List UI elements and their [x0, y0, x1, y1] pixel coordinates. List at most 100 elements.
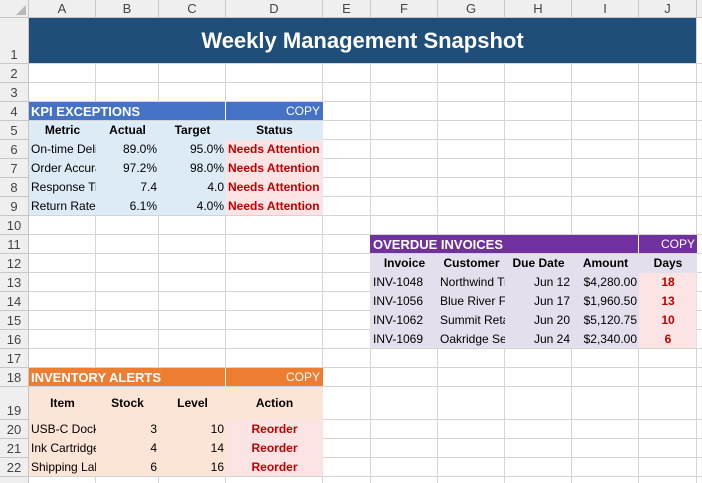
- kpi-target-cell[interactable]: 4.0: [207, 180, 224, 194]
- kpi-status-cell[interactable]: Needs Attention: [228, 142, 320, 156]
- inventory-action-cell[interactable]: Reorder: [251, 441, 298, 455]
- kpi-actual-cell[interactable]: 89.0%: [122, 142, 157, 156]
- overdue-customer-cell[interactable]: Northwind Traders: [440, 275, 505, 289]
- row-header-8[interactable]: 8: [0, 178, 29, 197]
- inventory-level-cell[interactable]: 16: [210, 460, 224, 474]
- overdue-invoice-cell[interactable]: INV-1056: [373, 294, 424, 308]
- overdue-days-cell[interactable]: 10: [661, 313, 675, 327]
- row-header-10[interactable]: 10: [0, 216, 29, 235]
- row-header-9[interactable]: 9: [0, 197, 29, 216]
- overdue-amount-cell[interactable]: $1,960.50: [583, 294, 637, 308]
- inventory-col-stock[interactable]: Stock: [111, 396, 144, 410]
- kpi-target-cell[interactable]: 95.0%: [189, 142, 224, 156]
- row-header-3[interactable]: 3: [0, 83, 29, 102]
- row-header-17[interactable]: 17: [0, 349, 29, 368]
- kpi-actual-cell[interactable]: 7.4: [140, 180, 157, 194]
- kpi-status-cell[interactable]: Needs Attention: [228, 161, 320, 175]
- row-header-19[interactable]: 19: [0, 387, 29, 420]
- inventory-action-cell[interactable]: Reorder: [251, 460, 298, 474]
- overdue-due-cell[interactable]: Jun 20: [533, 313, 570, 327]
- row-header-11[interactable]: 11: [0, 235, 29, 254]
- row-header-13[interactable]: 13: [0, 273, 29, 292]
- inventory-item-cell[interactable]: Ink Cartridge: [31, 441, 96, 455]
- kpi-actual-cell[interactable]: 97.2%: [122, 161, 157, 175]
- overdue-due-cell[interactable]: Jun 12: [533, 275, 570, 289]
- inventory-col-level[interactable]: Level: [177, 396, 208, 410]
- kpi-col-status[interactable]: Status: [256, 123, 293, 137]
- column-header-g[interactable]: G: [438, 0, 505, 18]
- kpi-status-cell[interactable]: Needs Attention: [228, 180, 320, 194]
- column-header-d[interactable]: D: [226, 0, 323, 18]
- page-title[interactable]: Weekly Management Snapshot: [29, 18, 696, 63]
- inventory-stock-cell[interactable]: 6: [150, 460, 157, 474]
- row-header-7[interactable]: 7: [0, 159, 29, 178]
- kpi-status-cell[interactable]: Needs Attention: [228, 199, 320, 213]
- column-header-e[interactable]: E: [323, 0, 371, 18]
- inventory-col-item[interactable]: Item: [50, 396, 75, 410]
- column-header-k[interactable]: [697, 0, 702, 18]
- inventory-item-cell[interactable]: USB-C Docking Station: [31, 422, 96, 436]
- row-header-20[interactable]: 20: [0, 420, 29, 439]
- inventory-level-cell[interactable]: 14: [210, 441, 224, 455]
- overdue-days-cell[interactable]: 18: [661, 275, 675, 289]
- overdue-col-customer[interactable]: Customer: [443, 256, 500, 270]
- overdue-amount-cell[interactable]: $2,340.00: [583, 332, 637, 346]
- overdue-invoice-cell[interactable]: INV-1069: [373, 332, 424, 346]
- inventory-stock-cell[interactable]: 4: [150, 441, 157, 455]
- kpi-metric-cell[interactable]: Order Accuracy: [31, 161, 96, 175]
- overdue-days-cell[interactable]: 13: [661, 294, 675, 308]
- row-header-4[interactable]: 4: [0, 102, 29, 121]
- inventory-item-cell[interactable]: Shipping Labels: [31, 460, 96, 474]
- overdue-col-days[interactable]: Days: [653, 256, 683, 270]
- row-header-14[interactable]: 14: [0, 292, 29, 311]
- inventory-copy-button[interactable]: COPY: [285, 370, 320, 384]
- overdue-copy-button[interactable]: COPY: [660, 237, 695, 251]
- overdue-amount-cell[interactable]: $4,280.00: [583, 275, 637, 289]
- kpi-metric-cell[interactable]: Response Time: [31, 180, 96, 194]
- kpi-col-actual[interactable]: Actual: [109, 123, 146, 137]
- overdue-customer-cell[interactable]: Blue River Foods: [440, 294, 505, 308]
- row-header-1[interactable]: 1: [0, 18, 29, 64]
- overdue-col-due-date[interactable]: Due Date: [512, 256, 565, 270]
- overdue-customer-cell[interactable]: Summit Retail: [440, 313, 505, 327]
- overdue-col-invoice[interactable]: Invoice: [383, 256, 426, 270]
- overdue-section-title[interactable]: OVERDUE INVOICES: [373, 237, 504, 252]
- row-header-5[interactable]: 5: [0, 121, 29, 140]
- overdue-days-cell[interactable]: 6: [664, 332, 672, 346]
- overdue-invoice-cell[interactable]: INV-1062: [373, 313, 424, 327]
- row-header-18[interactable]: 18: [0, 368, 29, 387]
- overdue-due-cell[interactable]: Jun 24: [533, 332, 570, 346]
- row-header-6[interactable]: 6: [0, 140, 29, 159]
- row-header-2[interactable]: 2: [0, 64, 29, 83]
- kpi-target-cell[interactable]: 98.0%: [189, 161, 224, 175]
- overdue-invoice-cell[interactable]: INV-1048: [373, 275, 424, 289]
- kpi-copy-button[interactable]: COPY: [285, 104, 320, 118]
- row-header-21[interactable]: 21: [0, 439, 29, 458]
- kpi-metric-cell[interactable]: On-time Delivery: [31, 142, 96, 156]
- inventory-level-cell[interactable]: 10: [210, 422, 224, 436]
- kpi-metric-cell[interactable]: Return Rate: [31, 199, 96, 213]
- column-header-f[interactable]: F: [371, 0, 438, 18]
- overdue-amount-cell[interactable]: $5,120.75: [583, 313, 637, 327]
- column-header-a[interactable]: A: [29, 0, 96, 18]
- column-header-i[interactable]: I: [572, 0, 639, 18]
- kpi-col-target[interactable]: Target: [174, 123, 211, 137]
- overdue-due-cell[interactable]: Jun 17: [533, 294, 570, 308]
- column-header-b[interactable]: B: [96, 0, 159, 18]
- row-header-22[interactable]: 22: [0, 458, 29, 477]
- column-header-c[interactable]: C: [159, 0, 226, 18]
- kpi-target-cell[interactable]: 4.0%: [196, 199, 224, 213]
- row-header-12[interactable]: 12: [0, 254, 29, 273]
- kpi-actual-cell[interactable]: 6.1%: [129, 199, 157, 213]
- kpi-col-metric[interactable]: Metric: [44, 123, 81, 137]
- column-header-j[interactable]: J: [639, 0, 697, 18]
- inventory-col-action[interactable]: Action: [255, 396, 294, 410]
- overdue-col-amount[interactable]: Amount: [582, 256, 629, 270]
- inventory-stock-cell[interactable]: 3: [150, 422, 157, 436]
- row-header-23[interactable]: [0, 477, 29, 483]
- row-header-16[interactable]: 16: [0, 330, 29, 349]
- kpi-section-title[interactable]: KPI EXCEPTIONS: [31, 104, 141, 119]
- inventory-action-cell[interactable]: Reorder: [251, 422, 298, 436]
- select-all-corner[interactable]: [0, 0, 29, 18]
